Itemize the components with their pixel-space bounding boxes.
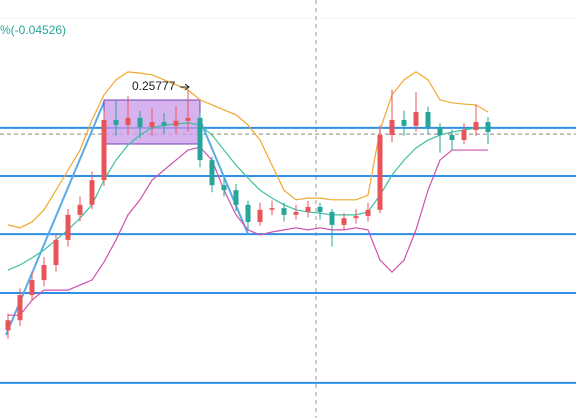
candle-body: [77, 204, 83, 215]
candle-body: [353, 216, 359, 219]
candle-body: [149, 122, 155, 128]
candle-body: [413, 112, 419, 126]
candle-body: [221, 185, 227, 191]
trend-line: [199, 119, 249, 235]
candle-body: [473, 122, 479, 130]
candle-body: [317, 206, 323, 212]
candle-body: [197, 117, 203, 161]
candle-body: [89, 180, 95, 205]
candle-body: [461, 129, 467, 141]
candle-body: [173, 120, 179, 126]
candle-body: [209, 160, 215, 186]
candle-body: [29, 280, 35, 296]
candle-body: [305, 206, 311, 212]
candle-body: [101, 119, 107, 181]
candle-body: [269, 208, 275, 210]
candle-body: [65, 214, 71, 240]
candle-body: [113, 119, 119, 125]
candle-body: [185, 117, 191, 121]
candle-body: [365, 209, 371, 217]
candle-body: [377, 135, 383, 210]
candle-body: [293, 211, 299, 215]
candle-body: [53, 239, 59, 266]
band-line: [7, 71, 489, 229]
candle-body: [5, 320, 11, 331]
candle-body: [257, 209, 263, 222]
candle-body: [485, 122, 491, 133]
annotation-arrow-head: [184, 83, 190, 91]
candle-body: [137, 117, 143, 128]
candle-body: [401, 119, 407, 126]
candle-body: [245, 204, 251, 222]
header-text: %(-0.04526): [0, 23, 66, 37]
candle-body: [437, 127, 443, 136]
candle-body: [341, 218, 347, 225]
candle-body: [389, 119, 395, 136]
candle-body: [125, 117, 131, 125]
candle-body: [17, 295, 23, 321]
band-line: [7, 122, 488, 271]
candle-body: [161, 122, 167, 126]
candle-body: [41, 265, 47, 281]
candle-body: [449, 135, 455, 141]
annotation: 0.25777: [132, 79, 176, 93]
candle-body: [425, 112, 431, 128]
candle-body: [281, 208, 287, 215]
candle-body: [233, 190, 239, 205]
plot: [5, 71, 491, 339]
candle-body: [329, 211, 335, 225]
